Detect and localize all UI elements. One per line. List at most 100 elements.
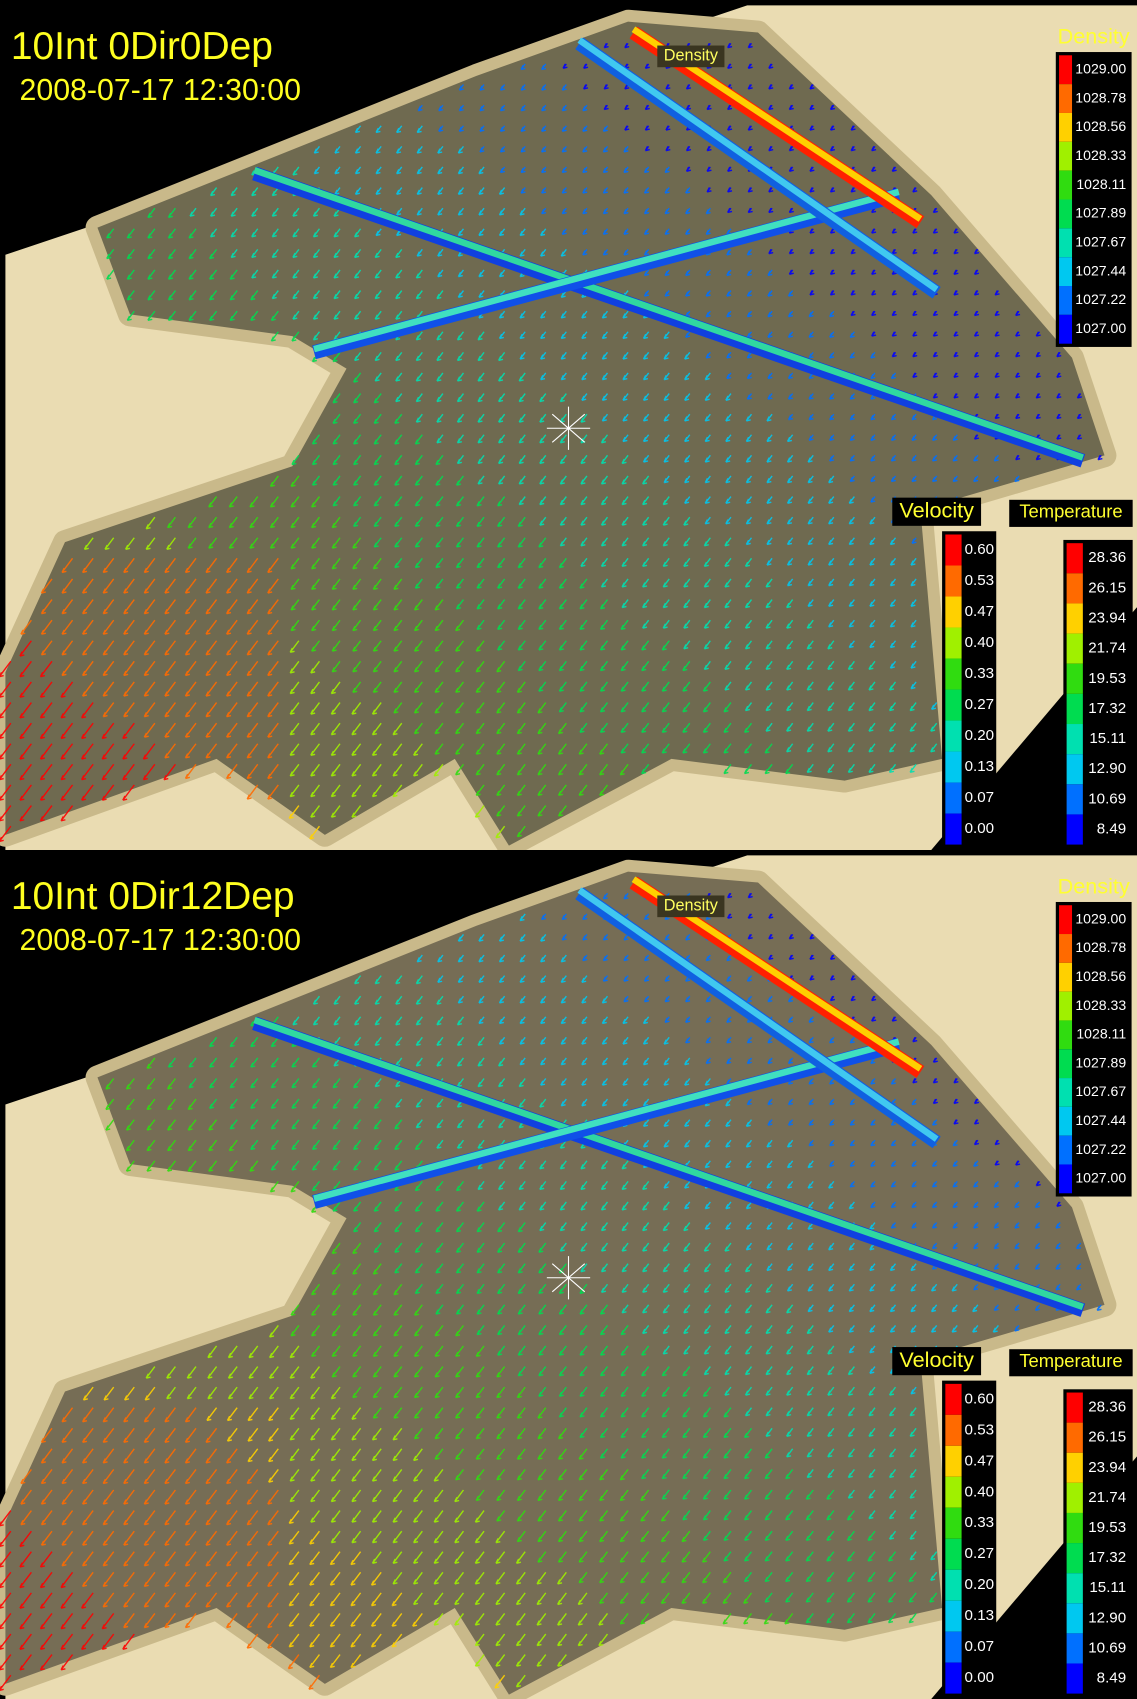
legend-label: 1027.22 xyxy=(1075,291,1126,307)
legend-label: 1028.56 xyxy=(1075,968,1126,984)
velocity-arrows xyxy=(145,1324,609,1688)
legend-swatch xyxy=(945,1538,962,1570)
slice-label: Density xyxy=(664,47,719,65)
legend-label: 0.00 xyxy=(965,1669,994,1686)
legend-swatch xyxy=(1066,1392,1083,1423)
legend-swatch xyxy=(1066,1512,1083,1544)
legend-swatch xyxy=(1066,603,1083,634)
legend-label: 8.49 xyxy=(1097,821,1126,838)
density-slice-top xyxy=(577,37,939,293)
legend-swatch xyxy=(1066,1482,1083,1513)
legend-label: 1027.67 xyxy=(1075,1083,1126,1099)
legend-swatch xyxy=(945,627,962,659)
panel-title: 10Int 0Dir0Dep xyxy=(11,25,273,68)
legend-swatch xyxy=(1066,1573,1083,1604)
density-slice-top xyxy=(577,887,939,1142)
density-slice-top xyxy=(253,1016,1084,1311)
velocity-arrows xyxy=(166,475,629,838)
legend-swatch xyxy=(1059,1135,1073,1165)
legend-swatch xyxy=(1066,724,1083,755)
legend-label: 12.90 xyxy=(1088,1609,1126,1626)
legend-label: 1028.78 xyxy=(1075,939,1126,955)
legend-swatch xyxy=(945,751,962,783)
legend-swatch xyxy=(1059,112,1073,142)
legend-swatch xyxy=(1066,1633,1083,1664)
legend-swatch xyxy=(1059,257,1073,287)
legend-swatch xyxy=(945,534,962,566)
legend-swatch xyxy=(945,1507,962,1539)
legend-label: 1027.44 xyxy=(1075,1112,1126,1128)
legend-label: 1027.00 xyxy=(1075,320,1126,336)
legend-swatch xyxy=(1059,1078,1073,1107)
water-domain xyxy=(5,871,1105,1695)
legend-swatch xyxy=(1066,1422,1083,1453)
velocity-arrows xyxy=(105,1057,794,1625)
legend-label: 21.74 xyxy=(1088,1489,1126,1506)
legend-title: Density xyxy=(1058,874,1130,899)
legend-swatch xyxy=(1059,84,1073,113)
velocity-arrows xyxy=(106,207,794,775)
velocity-arrows xyxy=(416,913,999,1395)
legend-label: 0.20 xyxy=(965,1576,994,1593)
legend-swatch xyxy=(1059,1020,1073,1050)
legend-swatch xyxy=(945,813,962,845)
legend-swatch xyxy=(945,1414,962,1446)
legend-swatch xyxy=(1059,905,1073,935)
legend-label: 1028.78 xyxy=(1075,89,1126,105)
legend-swatch xyxy=(1066,784,1083,815)
legend-label: 26.15 xyxy=(1088,579,1126,596)
slice-label-box xyxy=(657,895,725,918)
density-slice-top xyxy=(313,1038,900,1202)
legend-label: 0.40 xyxy=(965,1483,994,1500)
legend-title-box xyxy=(892,497,982,526)
legend-label: 1027.00 xyxy=(1075,1170,1126,1186)
legend-label: 1029.00 xyxy=(1075,910,1126,926)
legend-label: 1028.33 xyxy=(1075,147,1126,163)
timestamp: 2008-07-17 12:30:00 xyxy=(19,74,300,107)
legend-swatch xyxy=(1059,228,1073,258)
legend-label: 0.47 xyxy=(965,1452,994,1469)
legend-swatch xyxy=(1059,141,1073,171)
legend-swatch xyxy=(945,596,962,628)
legend-label: 17.32 xyxy=(1088,1549,1126,1566)
timestamp: 2008-07-17 12:30:00 xyxy=(19,924,300,957)
legend-swatch xyxy=(1066,633,1083,664)
legend-label: 0.07 xyxy=(965,1638,994,1655)
legend-label: 1027.44 xyxy=(1075,262,1126,278)
panel: Density 10Int 0Dir12Dep 2008-07-17 12:30:0… xyxy=(0,850,1137,1699)
legend-swatch xyxy=(945,1662,962,1694)
velocity-arrows xyxy=(20,557,279,800)
legend-label: 8.49 xyxy=(1097,1670,1126,1687)
legend-label: 1027.89 xyxy=(1075,1054,1126,1070)
velocity-arrows xyxy=(288,805,321,840)
legend-swatch xyxy=(1059,1106,1073,1136)
legend-label: 28.36 xyxy=(1088,1399,1126,1416)
legend-title: Temperature xyxy=(1019,501,1122,522)
legend-swatch xyxy=(945,1600,962,1632)
legend-swatch xyxy=(1066,573,1083,604)
velocity-arrows xyxy=(292,975,938,1581)
legend-swatch xyxy=(1066,1543,1083,1574)
legend-swatch xyxy=(1059,1164,1073,1194)
legend-label: 26.15 xyxy=(1088,1429,1126,1446)
legend-swatch xyxy=(1066,693,1083,725)
panel: Density 10Int 0Dir0Dep 2008-07-17 12:30:00… xyxy=(0,5,1137,850)
legend-label: 1027.89 xyxy=(1075,205,1126,221)
legend-swatch xyxy=(945,1569,962,1601)
legend-label: 0.27 xyxy=(965,1545,994,1562)
density-slice-top xyxy=(313,188,900,353)
legend-label: 0.60 xyxy=(965,1390,994,1407)
legend-swatch xyxy=(945,720,962,752)
legend-label: 15.11 xyxy=(1089,730,1126,747)
legend-swatch xyxy=(945,658,962,690)
velocity-arrows xyxy=(0,1510,135,1692)
legend-label: 0.07 xyxy=(965,789,994,806)
legend-label: 0.33 xyxy=(965,1514,994,1531)
legend-swatch xyxy=(1066,1603,1083,1634)
legend-label: 1027.67 xyxy=(1075,233,1126,249)
density-slice-top xyxy=(253,167,1084,461)
legend-swatch xyxy=(1059,991,1073,1021)
legend-label: 0.53 xyxy=(965,1421,994,1438)
legend-label: 10.69 xyxy=(1088,790,1126,807)
